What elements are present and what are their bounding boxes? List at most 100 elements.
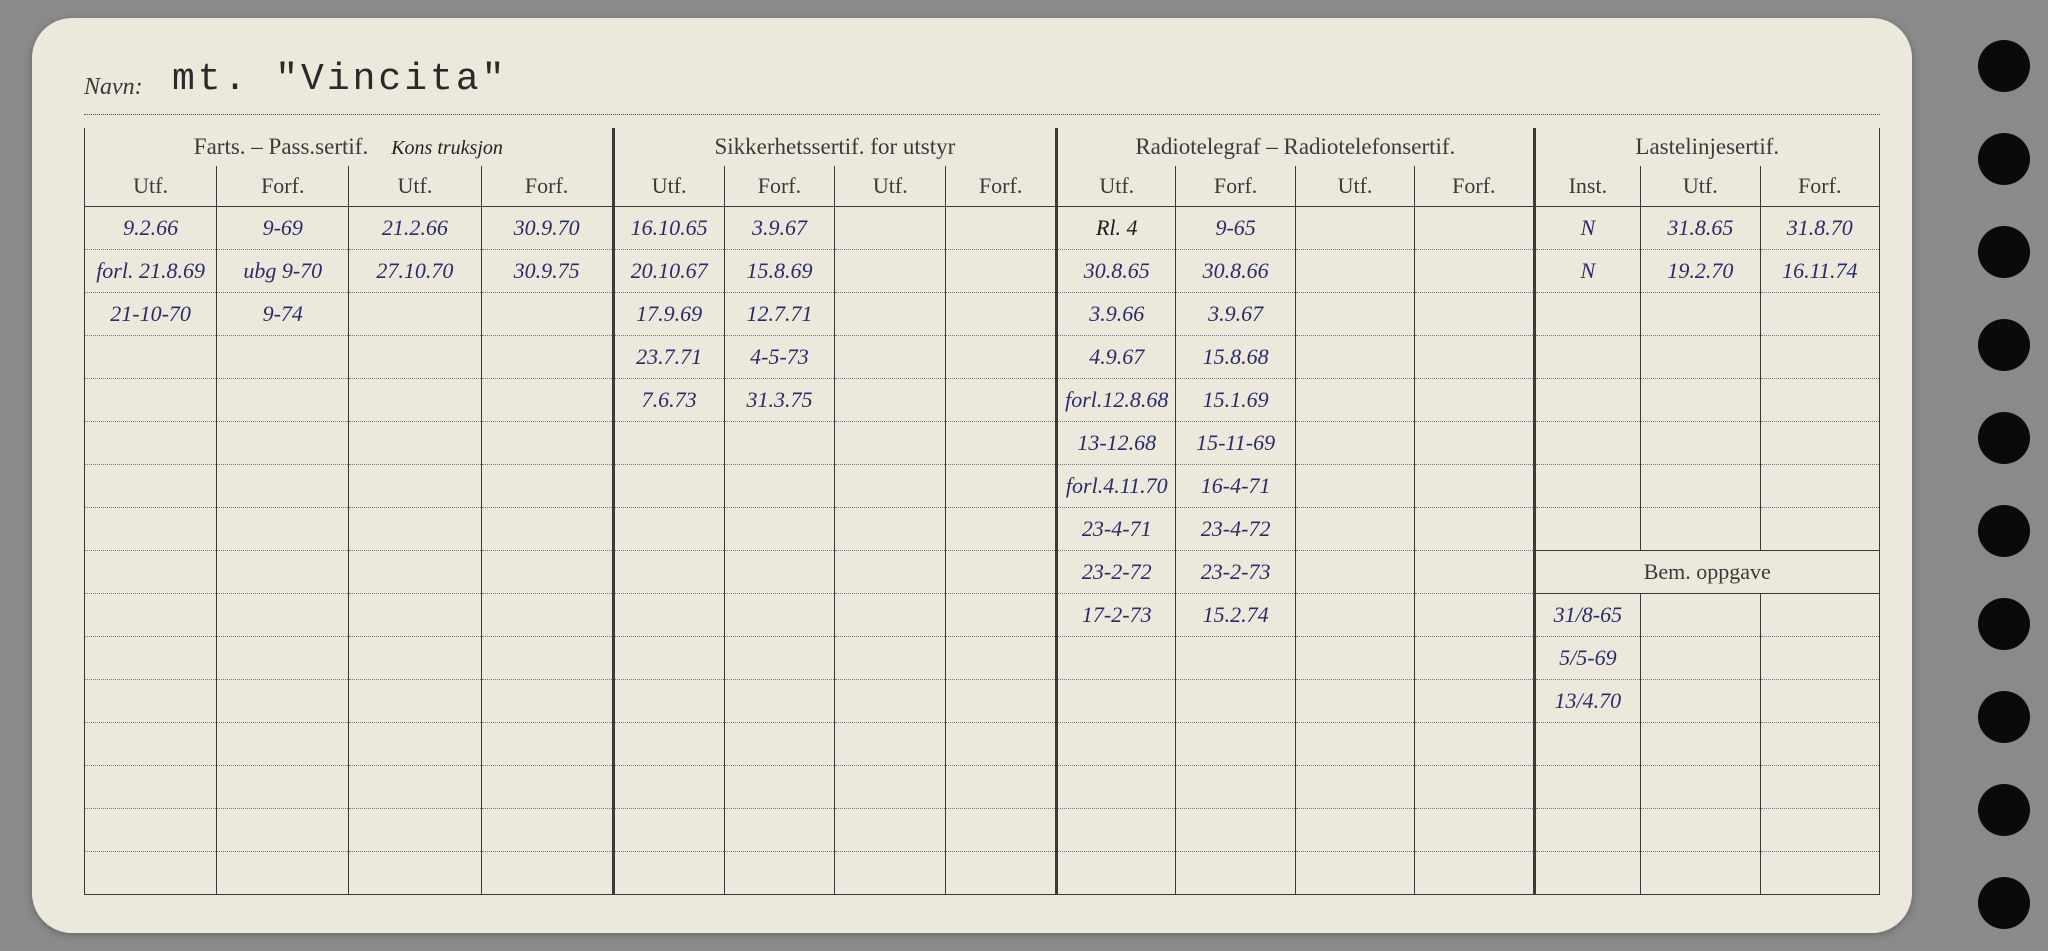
table-cell	[1760, 852, 1879, 895]
table-cell	[481, 379, 613, 422]
table-cell: 21-10-70	[85, 293, 217, 336]
table-cell	[349, 422, 481, 465]
table-cell	[613, 723, 724, 766]
table-cell	[85, 680, 217, 723]
table-cell	[481, 766, 613, 809]
table-cell: 5/5-69	[1534, 637, 1641, 680]
certificate-table-wrap: Farts. – Pass.sertif. Kons truksjon Sikk…	[84, 128, 1880, 895]
table-cell	[613, 422, 724, 465]
table-row: forl. 21.8.69ubg 9-7027.10.7030.9.7520.1…	[85, 250, 1880, 293]
table-cell	[1295, 594, 1414, 637]
table-cell: 7.6.73	[613, 379, 724, 422]
table-cell	[1295, 809, 1414, 852]
table-cell: 3.9.67	[1176, 293, 1295, 336]
table-cell: 31.8.70	[1760, 207, 1879, 250]
sub-inst: Inst.	[1534, 166, 1641, 207]
table-cell	[1760, 637, 1879, 680]
table-row: 17-2-7315.2.7431/8-65	[85, 594, 1880, 637]
table-cell: 9-74	[217, 293, 349, 336]
table-cell	[85, 551, 217, 594]
sub-forf: Forf.	[1760, 166, 1879, 207]
table-cell	[724, 594, 835, 637]
table-cell	[1641, 723, 1760, 766]
table-cell	[1534, 766, 1641, 809]
table-cell	[481, 422, 613, 465]
header-farts-label: Farts. – Pass.sertif.	[194, 134, 368, 159]
table-cell	[481, 336, 613, 379]
table-cell	[85, 809, 217, 852]
table-cell: 23-4-72	[1176, 508, 1295, 551]
table-cell: forl.12.8.68	[1057, 379, 1176, 422]
table-cell	[217, 422, 349, 465]
table-cell	[613, 465, 724, 508]
table-row: 21-10-709-7417.9.6912.7.713.9.663.9.67	[85, 293, 1880, 336]
table-cell	[1295, 637, 1414, 680]
bem-oppgave-header: Bem. oppgave	[1534, 551, 1879, 594]
table-cell	[724, 766, 835, 809]
table-cell	[349, 723, 481, 766]
table-cell: 16.10.65	[613, 207, 724, 250]
table-cell	[1534, 379, 1641, 422]
table-cell	[1295, 465, 1414, 508]
header-sikkerhets: Sikkerhetssertif. for utstyr	[613, 128, 1056, 166]
table-cell: 27.10.70	[349, 250, 481, 293]
table-cell	[1057, 766, 1176, 809]
sub-utf: Utf.	[1057, 166, 1176, 207]
navn-label: Navn:	[84, 74, 143, 101]
table-cell	[1295, 336, 1414, 379]
table-cell	[613, 680, 724, 723]
table-cell	[613, 637, 724, 680]
table-cell	[1415, 723, 1534, 766]
table-cell	[1415, 680, 1534, 723]
table-cell	[349, 508, 481, 551]
table-cell	[1641, 465, 1760, 508]
hole-icon	[1978, 505, 2030, 557]
hole-icon	[1978, 598, 2030, 650]
table-cell	[217, 594, 349, 637]
table-row: 9.2.669-6921.2.6630.9.7016.10.653.9.67Rl…	[85, 207, 1880, 250]
table-cell: 19.2.70	[1641, 250, 1760, 293]
table-cell	[724, 852, 835, 895]
table-cell: 23-2-73	[1176, 551, 1295, 594]
hole-icon	[1978, 691, 2030, 743]
table-cell	[946, 207, 1057, 250]
table-cell	[835, 766, 946, 809]
table-cell	[835, 422, 946, 465]
table-cell	[946, 465, 1057, 508]
sub-utf: Utf.	[1641, 166, 1760, 207]
table-cell	[1415, 465, 1534, 508]
table-cell: 23.7.71	[613, 336, 724, 379]
table-cell	[1534, 465, 1641, 508]
table-cell	[217, 336, 349, 379]
table-cell: 15.8.68	[1176, 336, 1295, 379]
sub-utf: Utf.	[349, 166, 481, 207]
sub-utf: Utf.	[835, 166, 946, 207]
table-cell	[217, 766, 349, 809]
table-cell	[217, 723, 349, 766]
table-cell	[1057, 637, 1176, 680]
table-cell	[85, 766, 217, 809]
table-cell	[1176, 637, 1295, 680]
table-cell	[1176, 680, 1295, 723]
binder-holes	[1978, 40, 2030, 929]
table-cell	[217, 809, 349, 852]
table-cell	[946, 508, 1057, 551]
table-cell: 17-2-73	[1057, 594, 1176, 637]
table-cell	[85, 723, 217, 766]
table-cell	[835, 207, 946, 250]
table-row: forl.4.11.7016-4-71	[85, 465, 1880, 508]
table-cell	[1760, 723, 1879, 766]
table-cell	[1641, 422, 1760, 465]
table-cell	[1295, 766, 1414, 809]
table-cell	[835, 293, 946, 336]
table-cell	[946, 680, 1057, 723]
table-cell	[1641, 637, 1760, 680]
table-cell	[1641, 336, 1760, 379]
table-cell: 23-2-72	[1057, 551, 1176, 594]
table-cell: 9.2.66	[85, 207, 217, 250]
table-cell	[481, 508, 613, 551]
table-cell: 16-4-71	[1176, 465, 1295, 508]
table-cell	[613, 852, 724, 895]
table-cell	[1057, 723, 1176, 766]
table-cell	[1295, 723, 1414, 766]
